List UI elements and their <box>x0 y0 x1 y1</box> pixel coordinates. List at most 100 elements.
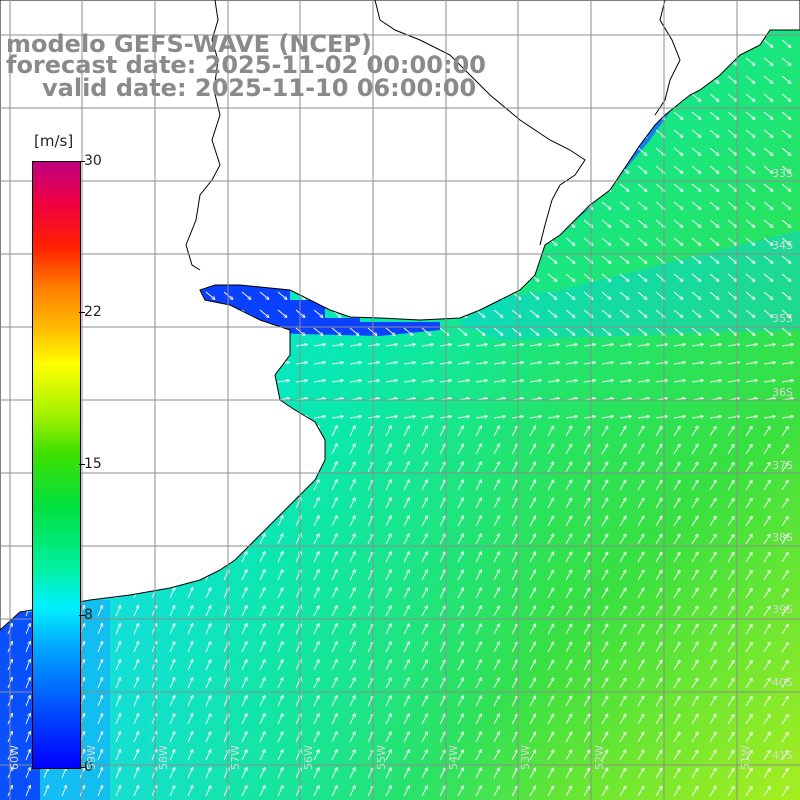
wind-arrow <box>781 571 788 581</box>
wind-arrow <box>565 362 577 364</box>
wind-arrow <box>781 291 791 299</box>
wind-arrow <box>385 480 391 491</box>
wind-arrow <box>313 480 319 491</box>
wind-arrow <box>151 624 156 635</box>
wind-arrow <box>727 147 737 155</box>
wind-arrow <box>601 201 611 209</box>
wind-arrow <box>763 517 770 527</box>
wind-arrow <box>781 183 791 191</box>
wind-arrow <box>637 553 644 563</box>
wind-arrow <box>331 498 337 509</box>
wind-arrow <box>763 327 773 335</box>
wind-arrow <box>673 625 680 635</box>
wind-arrow <box>637 291 647 299</box>
wind-arrow <box>547 426 553 437</box>
colorbar <box>32 161 81 769</box>
wind-arrow <box>403 444 409 455</box>
wind-arrow <box>619 607 626 617</box>
wind-arrow <box>601 219 611 227</box>
wind-arrow <box>529 426 535 437</box>
wind-arrow <box>475 480 481 491</box>
wind-arrow <box>727 607 734 617</box>
lon-label: 53W <box>519 745 532 770</box>
wind-arrow <box>385 552 391 563</box>
wind-arrow <box>529 462 535 473</box>
wind-arrow <box>439 588 445 599</box>
wind-arrow <box>151 606 156 617</box>
wind-arrow <box>403 344 415 346</box>
wind-arrow <box>241 291 251 299</box>
wind-arrow <box>547 570 553 581</box>
wind-arrow <box>691 625 698 635</box>
wind-arrow <box>637 380 649 382</box>
wind-arrow <box>709 625 716 635</box>
wind-arrow <box>655 535 662 545</box>
wind-arrow <box>403 480 409 491</box>
wind-arrow <box>619 481 626 491</box>
wind-arrow <box>709 481 716 491</box>
wind-arrow <box>763 147 773 155</box>
wind-arrow <box>349 462 355 473</box>
wind-arrow <box>583 517 590 527</box>
wind-arrow <box>637 499 644 509</box>
wind-arrow <box>565 498 572 509</box>
wind-arrow <box>745 499 752 509</box>
wind-arrow <box>709 499 716 509</box>
wind-arrow <box>709 111 719 119</box>
wind-arrow <box>745 416 757 418</box>
wind-arrow <box>457 426 463 437</box>
wind-arrow <box>97 606 102 617</box>
wind-arrow <box>691 237 701 245</box>
wind-arrow <box>439 380 451 382</box>
wind-arrow <box>655 380 667 382</box>
wind-arrow <box>745 445 752 455</box>
wind-arrow <box>619 625 626 635</box>
wind-arrow <box>529 327 539 335</box>
wind-arrow <box>511 309 521 317</box>
wind-arrow <box>763 416 775 418</box>
wind-arrow <box>745 589 752 599</box>
wind-arrow <box>727 445 734 455</box>
wind-arrow <box>655 481 662 491</box>
wind-arrow <box>691 183 701 191</box>
wind-arrow <box>25 642 30 653</box>
wind-arrow <box>673 427 680 437</box>
wind-arrow <box>403 606 409 617</box>
wind-arrow <box>457 624 463 635</box>
wind-arrow <box>745 362 757 364</box>
wind-arrow <box>655 362 667 364</box>
wind-arrow <box>259 309 269 317</box>
wind-arrow <box>637 463 644 473</box>
wind-arrow <box>763 535 770 545</box>
wind-arrow <box>313 570 319 581</box>
wind-arrow <box>601 309 611 317</box>
wind-arrow <box>673 291 683 299</box>
wind-arrow <box>583 481 590 491</box>
wind-arrow <box>637 147 647 155</box>
wind-arrow <box>655 165 665 173</box>
wind-arrow <box>709 380 721 382</box>
wind-arrow <box>781 255 791 263</box>
wind-arrow <box>727 75 737 83</box>
wind-arrow <box>493 462 499 473</box>
wind-arrow <box>367 570 373 581</box>
wind-arrow <box>403 362 415 364</box>
wind-arrow <box>565 552 572 563</box>
wind-arrow <box>745 291 755 299</box>
wind-arrow <box>745 183 755 191</box>
wind-arrow <box>781 589 788 599</box>
wind-arrow <box>745 553 752 563</box>
lon-label: 59W <box>85 745 98 770</box>
wind-arrow <box>691 93 701 101</box>
wind-arrow <box>313 552 319 563</box>
wind-arrow <box>601 273 611 281</box>
wind-arrow <box>691 291 701 299</box>
wind-arrow <box>475 570 481 581</box>
wind-arrow <box>745 75 755 83</box>
lat-label: 36S <box>772 386 793 399</box>
wind-arrow <box>619 362 631 364</box>
wind-arrow <box>529 534 535 545</box>
lon-label: 51W <box>739 745 752 770</box>
wind-arrow <box>511 462 517 473</box>
wind-arrow <box>763 237 773 245</box>
